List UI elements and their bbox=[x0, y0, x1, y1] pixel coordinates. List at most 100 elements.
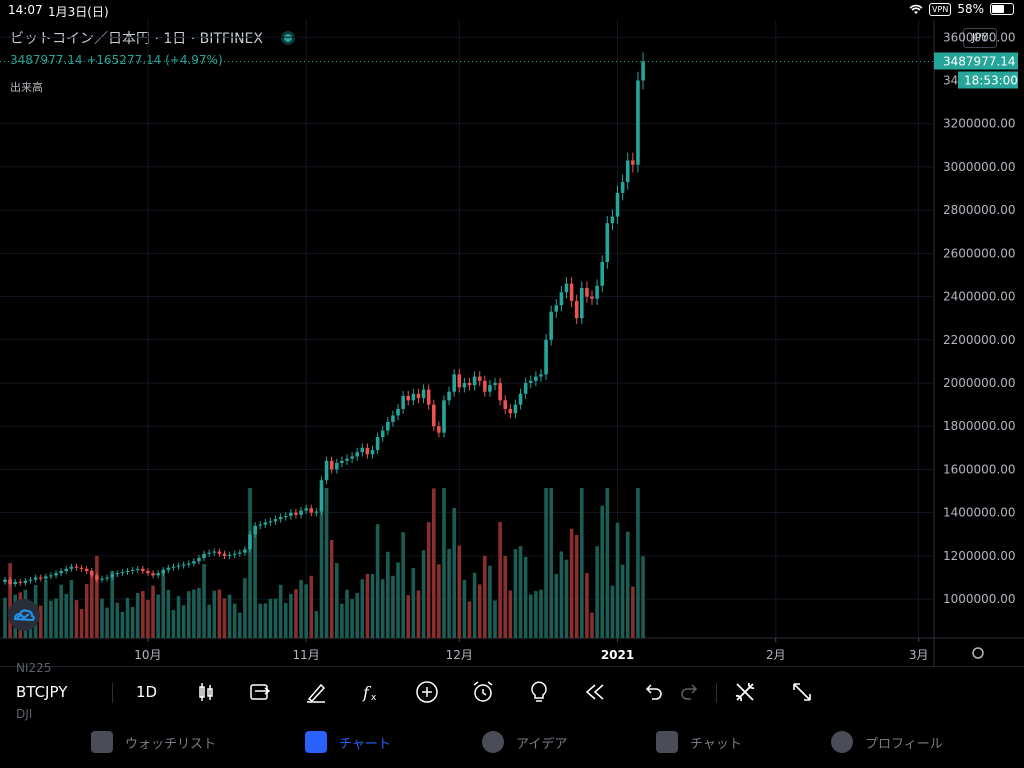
volume-bar bbox=[411, 567, 416, 638]
volume-bar bbox=[243, 578, 247, 638]
candle-body bbox=[585, 287, 589, 297]
candle-body bbox=[232, 553, 237, 555]
candle-body bbox=[44, 576, 48, 579]
tab-ideas[interactable]: アイデア bbox=[482, 731, 567, 753]
volume-bar bbox=[447, 548, 451, 638]
volume-bar bbox=[477, 584, 482, 638]
volume-bar bbox=[595, 546, 599, 638]
candle-body bbox=[554, 305, 559, 312]
candle-body bbox=[528, 380, 533, 384]
y-tick-label: 1200000.00 bbox=[943, 549, 1016, 563]
candle-body bbox=[534, 376, 538, 381]
volume-bar bbox=[156, 594, 160, 638]
y-tick-label: 1600000.00 bbox=[943, 462, 1016, 476]
candle-body bbox=[263, 522, 268, 525]
tradingview-logo[interactable] bbox=[8, 599, 40, 631]
candle-body bbox=[243, 549, 247, 553]
candle-body bbox=[411, 393, 416, 401]
tab-watchlist[interactable]: ウォッチリスト bbox=[91, 731, 216, 753]
candle-body bbox=[488, 385, 492, 392]
volume-bar bbox=[232, 603, 237, 638]
tab-profile[interactable]: プロフィール bbox=[831, 731, 943, 753]
tab-chart[interactable]: チャート bbox=[305, 731, 391, 753]
volume-bar bbox=[426, 522, 431, 638]
candle-body bbox=[79, 567, 84, 569]
redo-icon[interactable] bbox=[677, 679, 703, 705]
volume-bar bbox=[544, 488, 548, 638]
volume-bar bbox=[268, 598, 273, 638]
volume-bar bbox=[95, 555, 99, 638]
volume-bar bbox=[263, 603, 268, 638]
candle-body bbox=[370, 450, 375, 455]
interval-button[interactable]: 1D bbox=[136, 683, 158, 701]
chart-legend[interactable]: ビットコイン／日本円 · 1日 · BITFINEX bbox=[10, 28, 295, 48]
last-price-label: 3487977.14 bbox=[943, 54, 1016, 68]
candle-body bbox=[406, 395, 411, 401]
undo-icon[interactable] bbox=[640, 679, 666, 705]
candle-body bbox=[493, 383, 497, 386]
y-tick-label: 3000000.00 bbox=[943, 160, 1016, 174]
price-chart[interactable]: 1000000.00 1200000.00 1400000.00 1600000.00… bbox=[0, 0, 1024, 666]
volume-bar bbox=[151, 585, 155, 638]
y-tick-label: 1000000.00 bbox=[943, 592, 1016, 606]
candle-body bbox=[217, 551, 222, 554]
volume-bar bbox=[3, 597, 7, 638]
volume-bar bbox=[610, 585, 615, 638]
candle-body bbox=[13, 581, 17, 584]
volume-bar bbox=[498, 522, 502, 638]
candle-body bbox=[258, 524, 263, 526]
chat-icon bbox=[656, 731, 678, 753]
candle-body bbox=[161, 569, 166, 574]
candle-body bbox=[401, 395, 405, 409]
candle-type-icon[interactable] bbox=[193, 679, 219, 705]
volume-bar bbox=[202, 563, 206, 638]
vpn-badge: VPN bbox=[929, 2, 952, 16]
currency-button[interactable]: JPY bbox=[963, 28, 997, 48]
settings-tools-icon[interactable] bbox=[732, 679, 758, 705]
volume-bar bbox=[488, 565, 492, 638]
svg-text:x: x bbox=[371, 693, 377, 703]
candle-body bbox=[28, 579, 33, 581]
volume-label[interactable]: 出来高 bbox=[10, 81, 43, 94]
battery-percent: 58% bbox=[957, 2, 984, 16]
symbol-button[interactable]: BTCJPY bbox=[16, 683, 68, 701]
chart-icon bbox=[305, 731, 327, 753]
volume-bar bbox=[559, 551, 564, 638]
lightbulb-icon[interactable] bbox=[526, 679, 552, 705]
candle-body bbox=[253, 525, 257, 535]
candle-body bbox=[483, 380, 487, 392]
candle-body bbox=[176, 565, 181, 567]
alarm-icon[interactable] bbox=[470, 679, 496, 705]
candle-body bbox=[426, 389, 431, 405]
fullscreen-icon[interactable] bbox=[789, 679, 815, 705]
volume-bar bbox=[442, 488, 446, 638]
candle-body bbox=[197, 558, 201, 562]
candle-body bbox=[192, 561, 196, 564]
candle-body bbox=[437, 426, 441, 433]
y-tick-label: 3600000.00 bbox=[943, 30, 1016, 44]
volume-bar bbox=[309, 575, 314, 638]
volume-bar bbox=[74, 600, 79, 638]
tab-chat[interactable]: チャット bbox=[656, 731, 742, 753]
volume-bar bbox=[212, 590, 217, 638]
replay-icon[interactable] bbox=[582, 679, 608, 705]
cloud-icon bbox=[13, 609, 35, 622]
drawing-icon[interactable] bbox=[303, 679, 329, 705]
volume-bar bbox=[391, 575, 395, 638]
compare-icon[interactable] bbox=[247, 679, 273, 705]
candle-body bbox=[294, 512, 298, 515]
volume-bar bbox=[258, 603, 263, 638]
candle-body bbox=[89, 571, 94, 576]
gear-icon[interactable] bbox=[972, 647, 984, 659]
candle-body bbox=[146, 571, 150, 574]
volume-bar bbox=[64, 593, 69, 638]
lightbulb-icon bbox=[482, 731, 504, 753]
volume-bar bbox=[110, 570, 114, 638]
add-icon[interactable] bbox=[414, 679, 440, 705]
toolbar-divider bbox=[112, 683, 113, 703]
candle-body bbox=[105, 577, 109, 579]
candle-body bbox=[472, 376, 477, 386]
volume-bar bbox=[253, 527, 257, 638]
volume-bar bbox=[314, 611, 319, 638]
